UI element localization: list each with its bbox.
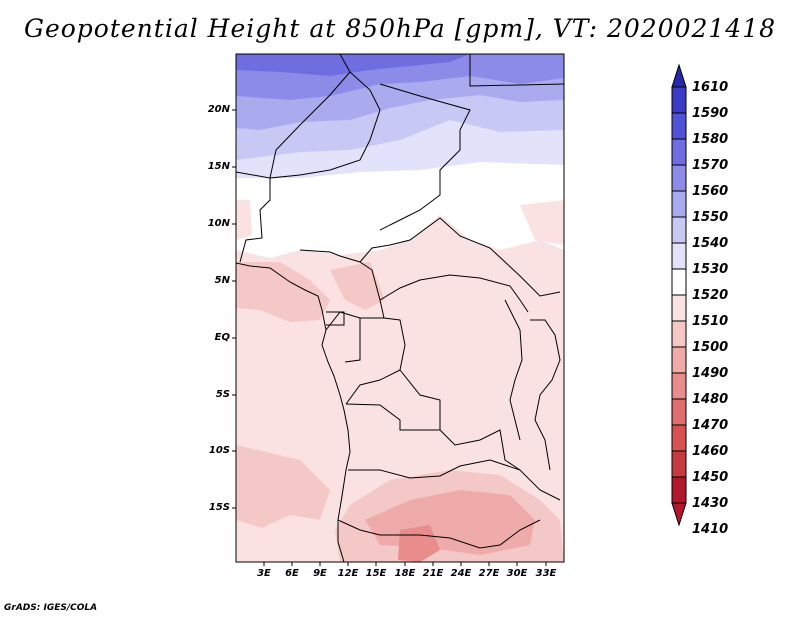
colorbar-swatch	[671, 86, 687, 114]
colorbar-swatch	[671, 450, 687, 478]
colorbar-label: 1460	[692, 444, 729, 459]
height-field	[236, 54, 564, 562]
chart-title: Geopotential Height at 850hPa [gpm], VT:…	[23, 14, 777, 43]
lon-label: 9E	[313, 568, 327, 579]
colorbar-swatch	[671, 398, 687, 426]
lon-label: 15E	[365, 568, 387, 579]
colorbar-swatch	[671, 216, 687, 244]
lat-label: EQ	[214, 332, 230, 343]
colorbar-label: 1490	[692, 366, 729, 381]
colorbar-swatch	[671, 268, 687, 296]
field-1490-cameroon	[330, 262, 385, 310]
field-1560-band	[236, 54, 470, 76]
colorbar-label: 1560	[692, 184, 729, 199]
colorbar-label: 1610	[692, 80, 729, 95]
colorbar-label: 1450	[692, 470, 729, 485]
lon-label: 21E	[422, 568, 444, 579]
colorbar-label: 1510	[692, 314, 729, 329]
lon-label: 18E	[394, 568, 416, 579]
lon-label: 33E	[535, 568, 557, 579]
colorbar-label: 1470	[692, 418, 729, 433]
colorbar-label: 1590	[692, 106, 729, 121]
colorbar-swatch	[671, 190, 687, 218]
colorbar-bottom-arrow	[671, 502, 687, 527]
colorbar-label: 1530	[692, 262, 729, 277]
colorbar-swatch	[671, 346, 687, 374]
political-boundaries	[236, 54, 564, 562]
colorbar-swatch	[671, 372, 687, 400]
field-1500-ne	[520, 200, 564, 245]
colorbar-label: 1430	[692, 496, 729, 511]
colorbar-swatch	[671, 112, 687, 140]
lon-label: 6E	[285, 568, 299, 579]
lat-label: 15S	[208, 502, 230, 513]
colorbar-label: 1410	[692, 522, 729, 537]
field-1500-nw	[236, 200, 252, 240]
map-frame	[235, 53, 565, 563]
lon-label: 3E	[257, 568, 271, 579]
colorbar-label: 1570	[692, 158, 729, 173]
axis-ticks	[232, 109, 547, 566]
colorbar-swatch	[671, 138, 687, 166]
colorbar-label: 1480	[692, 392, 729, 407]
colorbar-swatch	[671, 424, 687, 452]
field-1470-core	[398, 525, 440, 562]
lon-label: 30E	[506, 568, 528, 579]
colorbar-swatch	[671, 320, 687, 348]
lon-label: 24E	[450, 568, 472, 579]
lat-label: 15N	[207, 161, 230, 172]
lat-label: 5S	[215, 389, 230, 400]
lon-label: 12E	[337, 568, 359, 579]
lat-label: 5N	[214, 275, 230, 286]
grads-credit: GrADS: IGES/COLA	[4, 603, 98, 613]
lat-label: 20N	[207, 104, 230, 115]
colorbar-label: 1580	[692, 132, 729, 147]
colorbar-label: 1550	[692, 210, 729, 225]
colorbar-label: 1540	[692, 236, 729, 251]
field-1490-gulf	[236, 262, 330, 322]
colorbar-swatch	[671, 476, 687, 504]
field-1510-band	[236, 150, 564, 258]
colorbar-label: 1520	[692, 288, 729, 303]
colorbar-top-arrow	[671, 63, 687, 88]
colorbar-label: 1500	[692, 340, 729, 355]
colorbar-swatch	[671, 294, 687, 322]
colorbar	[671, 63, 687, 527]
field-1490-southwest	[236, 445, 330, 528]
lat-label: 10N	[207, 218, 230, 229]
lat-label: 10S	[208, 445, 230, 456]
colorbar-swatch	[671, 164, 687, 192]
colorbar-swatch	[671, 242, 687, 270]
lon-label: 27E	[478, 568, 500, 579]
